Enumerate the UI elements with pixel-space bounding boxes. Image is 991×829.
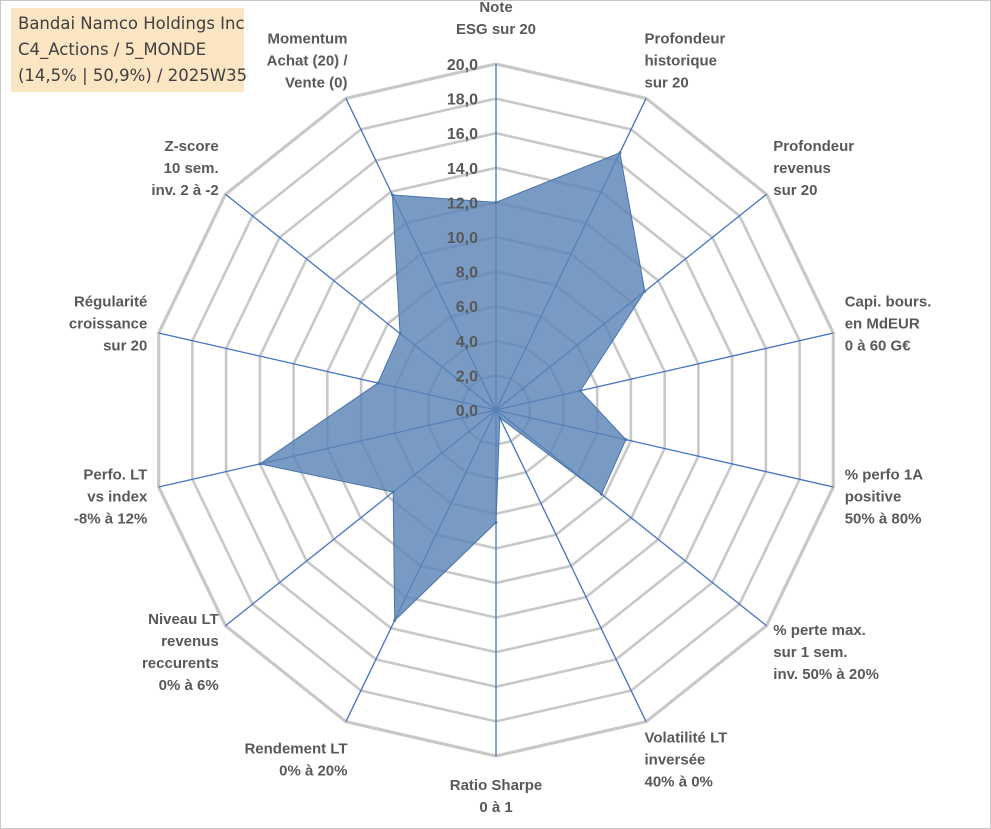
data-area xyxy=(258,152,646,622)
tick-label: 16,0 xyxy=(447,126,478,143)
axis-label: Profondeur historique sur 20 xyxy=(645,30,726,91)
axis-labels: Note ESG sur 20 Profondeur historique sur 20… xyxy=(69,0,931,816)
data-point xyxy=(498,416,502,420)
title-box: Bandai Namco Holdings Inc C4_Actions / 5… xyxy=(11,8,248,92)
data-point xyxy=(618,151,622,155)
tick-label: 18,0 xyxy=(447,92,478,109)
data-point xyxy=(624,438,628,442)
tick-label: 8,0 xyxy=(456,265,478,282)
axis-label: % perte max. sur 1 sem. inv. 50% à 20% xyxy=(773,622,879,683)
data-point xyxy=(643,289,647,293)
tick-label: 12,0 xyxy=(447,195,478,212)
data-point xyxy=(376,381,380,385)
data-point xyxy=(393,618,397,622)
title-company: Bandai Namco Holdings Inc xyxy=(18,14,245,33)
axis-label: Régularité croissance sur 20 xyxy=(69,294,147,355)
axis-label: Ratio Sharpe 0 à 1 xyxy=(450,777,543,816)
tick-label: 2,0 xyxy=(456,368,478,385)
data-point xyxy=(494,200,498,204)
tick-label: 10,0 xyxy=(447,230,478,247)
data-point xyxy=(258,462,262,466)
tick-label: 20,0 xyxy=(447,57,478,74)
axis-label: Momentum Achat (20) / Vente (0) xyxy=(267,30,349,91)
axis-label: Profondeur revenus sur 20 xyxy=(773,138,854,199)
radial-tick-labels: 0,0 2,0 4,0 6,0 8,0 10,0 12,0 14,0 16,0 18,0 20,0 xyxy=(447,57,478,420)
data-point xyxy=(600,492,603,496)
data-point xyxy=(391,490,395,494)
axis-spoke xyxy=(495,409,647,722)
axis-label: Volatilité LT inversée 40% à 0% xyxy=(645,730,728,791)
tick-label: 6,0 xyxy=(456,299,478,316)
axis-label: % perfo 1A positive 50% à 80% xyxy=(845,466,924,527)
axis-label: Capi. bours. en MdEUR 0 à 60 G€ xyxy=(845,294,932,355)
tick-label: 14,0 xyxy=(447,161,478,178)
tick-label: 4,0 xyxy=(456,334,478,351)
tick-label: 0,0 xyxy=(456,403,478,420)
data-point xyxy=(494,521,498,524)
title-stats: (14,5% | 50,9%) / 2025W35 xyxy=(18,66,248,85)
data-point xyxy=(398,331,402,335)
data-point xyxy=(390,193,394,197)
axis-label: Z-score 10 sem. inv. 2 à -2 xyxy=(151,138,218,199)
title-category: C4_Actions / 5_MONDE xyxy=(18,40,207,59)
axis-label: Niveau LT revenus reccurents 0% à 6% xyxy=(142,611,219,694)
axis-label: Rendement LT 0% à 20% xyxy=(244,741,347,780)
data-point xyxy=(578,389,582,393)
axis-label: Note ESG sur 20 xyxy=(456,0,536,38)
data-series-layer xyxy=(258,151,647,622)
axis-label: Perfo. LT vs index -8% à 12% xyxy=(74,466,148,527)
